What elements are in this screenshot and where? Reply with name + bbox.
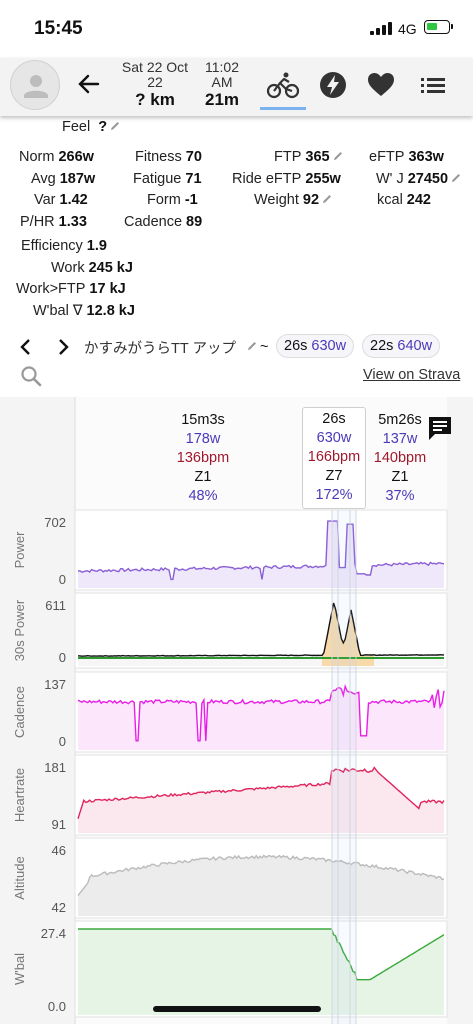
- status-time: 15:45: [34, 18, 83, 39]
- stat-phr: P/HR 1.33: [20, 214, 87, 230]
- lightning-icon[interactable]: [318, 70, 348, 100]
- ride-icon[interactable]: [266, 70, 300, 100]
- stat-efficiency: Efficiency 1.9: [21, 238, 107, 254]
- activity-duration: 21m: [204, 90, 240, 109]
- stat-norm: Norm 266w: [19, 149, 94, 165]
- chevron-left-icon[interactable]: [18, 338, 34, 356]
- app-bar: Sat 22 Oct 22 ? km 11:02 AM 21m: [0, 58, 473, 116]
- stat-work-ftp: Work>FTP 17 kJ: [16, 281, 126, 297]
- status-bar: 15:45 4G: [0, 0, 473, 58]
- home-indicator: [153, 1006, 321, 1012]
- stat-eftp: eFTP 363w: [369, 149, 444, 165]
- edit-pencil-icon[interactable]: [321, 193, 333, 205]
- power30-min-label: 0: [59, 650, 66, 665]
- edit-pencil-icon[interactable]: [332, 150, 344, 162]
- stat-kcal: kcal 242: [377, 192, 431, 208]
- altitude-panel: [74, 837, 448, 919]
- back-arrow-icon[interactable]: [76, 71, 102, 97]
- activity-start-time: 11:02 AM: [205, 59, 239, 90]
- stat-work: Work 245 kJ: [51, 260, 133, 276]
- stat-weight[interactable]: Weight 92: [254, 192, 333, 208]
- stat-ride-eftp: Ride eFTP 255w: [232, 171, 341, 187]
- activity-charts[interactable]: Power 702 0 30s Power 611 0 Cadence 137 0 Heartra…: [0, 397, 473, 1024]
- stat-ftp[interactable]: FTP 365: [274, 149, 344, 165]
- power-max-label: 702: [44, 515, 66, 530]
- power30-zone-fill: [322, 603, 374, 666]
- altitude-line: [77, 854, 445, 897]
- altitude-min-label: 42: [52, 900, 66, 915]
- lap-navigation: かすみがうらTT アップ ~ 26s 630w 22s 640w: [0, 332, 473, 362]
- active-tab-indicator: [260, 107, 306, 110]
- activity-distance: ? km: [135, 90, 175, 109]
- comment-icon[interactable]: [427, 415, 453, 441]
- heartrate-area: [78, 767, 444, 833]
- power-area: [78, 521, 444, 588]
- next-panel-max-label: 50: [52, 1021, 66, 1024]
- view-on-strava-link[interactable]: View on Strava: [363, 367, 461, 383]
- wbal-max-label: 27.4: [41, 926, 66, 941]
- edit-pencil-icon[interactable]: [246, 340, 258, 352]
- chart-area: Power 702 0 30s Power 611 0 Cadence 137 0 Heartra…: [0, 397, 473, 1024]
- stat-fatigue: Fatigue 71: [133, 171, 202, 187]
- interval-chip[interactable]: 22s 640w: [362, 334, 441, 358]
- interval-column-selected[interactable]: 26s 630w 166bpm Z7 172%: [302, 407, 366, 509]
- wbal-panel: [74, 920, 448, 1018]
- stat-wj[interactable]: W' J 27450: [376, 171, 462, 187]
- list-icon[interactable]: [418, 70, 448, 100]
- stat-cadence: Cadence 89: [124, 214, 203, 230]
- interval-column[interactable]: 5m26s 137w 140bpm Z1 37%: [373, 412, 427, 504]
- activity-date: Sat 22 Oct 22: [121, 59, 189, 90]
- altitude-axis-label: Altitude: [12, 856, 27, 899]
- search-icon[interactable]: [20, 365, 42, 387]
- wbal-line: [78, 928, 445, 981]
- stat-wbal: W'bal ∇ 12.8 kJ: [33, 303, 135, 319]
- heartrate-max-label: 181: [44, 760, 66, 775]
- edit-pencil-icon[interactable]: [450, 172, 462, 184]
- edit-pencil-icon[interactable]: [109, 120, 121, 132]
- activity-date-distance: Sat 22 Oct 22 ? km: [114, 60, 196, 110]
- stat-form: Form -1: [147, 192, 198, 208]
- feel-stat[interactable]: Feel ?: [62, 119, 121, 135]
- selected-interval-band: [332, 510, 356, 1024]
- avatar[interactable]: [10, 60, 60, 110]
- power30-axis-label: 30s Power: [12, 599, 27, 661]
- cadence-panel: [74, 671, 448, 753]
- cadence-min-label: 0: [59, 734, 66, 749]
- stat-fitness: Fitness 70: [135, 149, 202, 165]
- altitude-area: [78, 855, 444, 916]
- activity-time-duration: 11:02 AM 21m: [196, 60, 248, 110]
- power30-line: [77, 602, 444, 657]
- cadence-line: [77, 683, 445, 742]
- wbal-area: [78, 929, 444, 1015]
- heartrate-min-label: 91: [52, 817, 66, 832]
- battery-icon: [424, 20, 453, 34]
- network-type: 4G: [398, 21, 417, 37]
- power-panel: [74, 509, 448, 591]
- power-axis-label: Power: [12, 531, 27, 569]
- stat-avg: Avg 187w: [31, 171, 96, 187]
- cadence-axis-label: Cadence: [12, 686, 27, 738]
- power30-max-label: 611: [45, 598, 66, 613]
- user-icon: [24, 75, 48, 98]
- heartrate-panel: [74, 754, 448, 836]
- power-min-label: 0: [59, 572, 66, 587]
- lap-tilde: ~: [260, 339, 269, 355]
- lap-name[interactable]: かすみがうらTT アップ: [84, 341, 236, 357]
- power30-panel: [74, 592, 448, 669]
- altitude-max-label: 46: [52, 843, 66, 858]
- wbal-axis-label: W'bal: [12, 953, 27, 985]
- interval-chip[interactable]: 26s 630w: [276, 334, 355, 358]
- power-line: [77, 520, 445, 581]
- heartrate-axis-label: Heartrate: [12, 768, 27, 822]
- interval-column[interactable]: 15m3s 178w 136bpm Z1 48%: [176, 412, 230, 504]
- stat-var: Var 1.42: [34, 192, 88, 208]
- cadence-area: [78, 686, 444, 750]
- cadence-max-label: 137: [44, 677, 66, 692]
- chevron-right-icon[interactable]: [55, 338, 71, 356]
- wbal-min-label: 0.0: [48, 999, 66, 1014]
- heartrate-line: [77, 766, 445, 820]
- signal-icon: [370, 22, 392, 35]
- heart-icon[interactable]: [366, 70, 396, 100]
